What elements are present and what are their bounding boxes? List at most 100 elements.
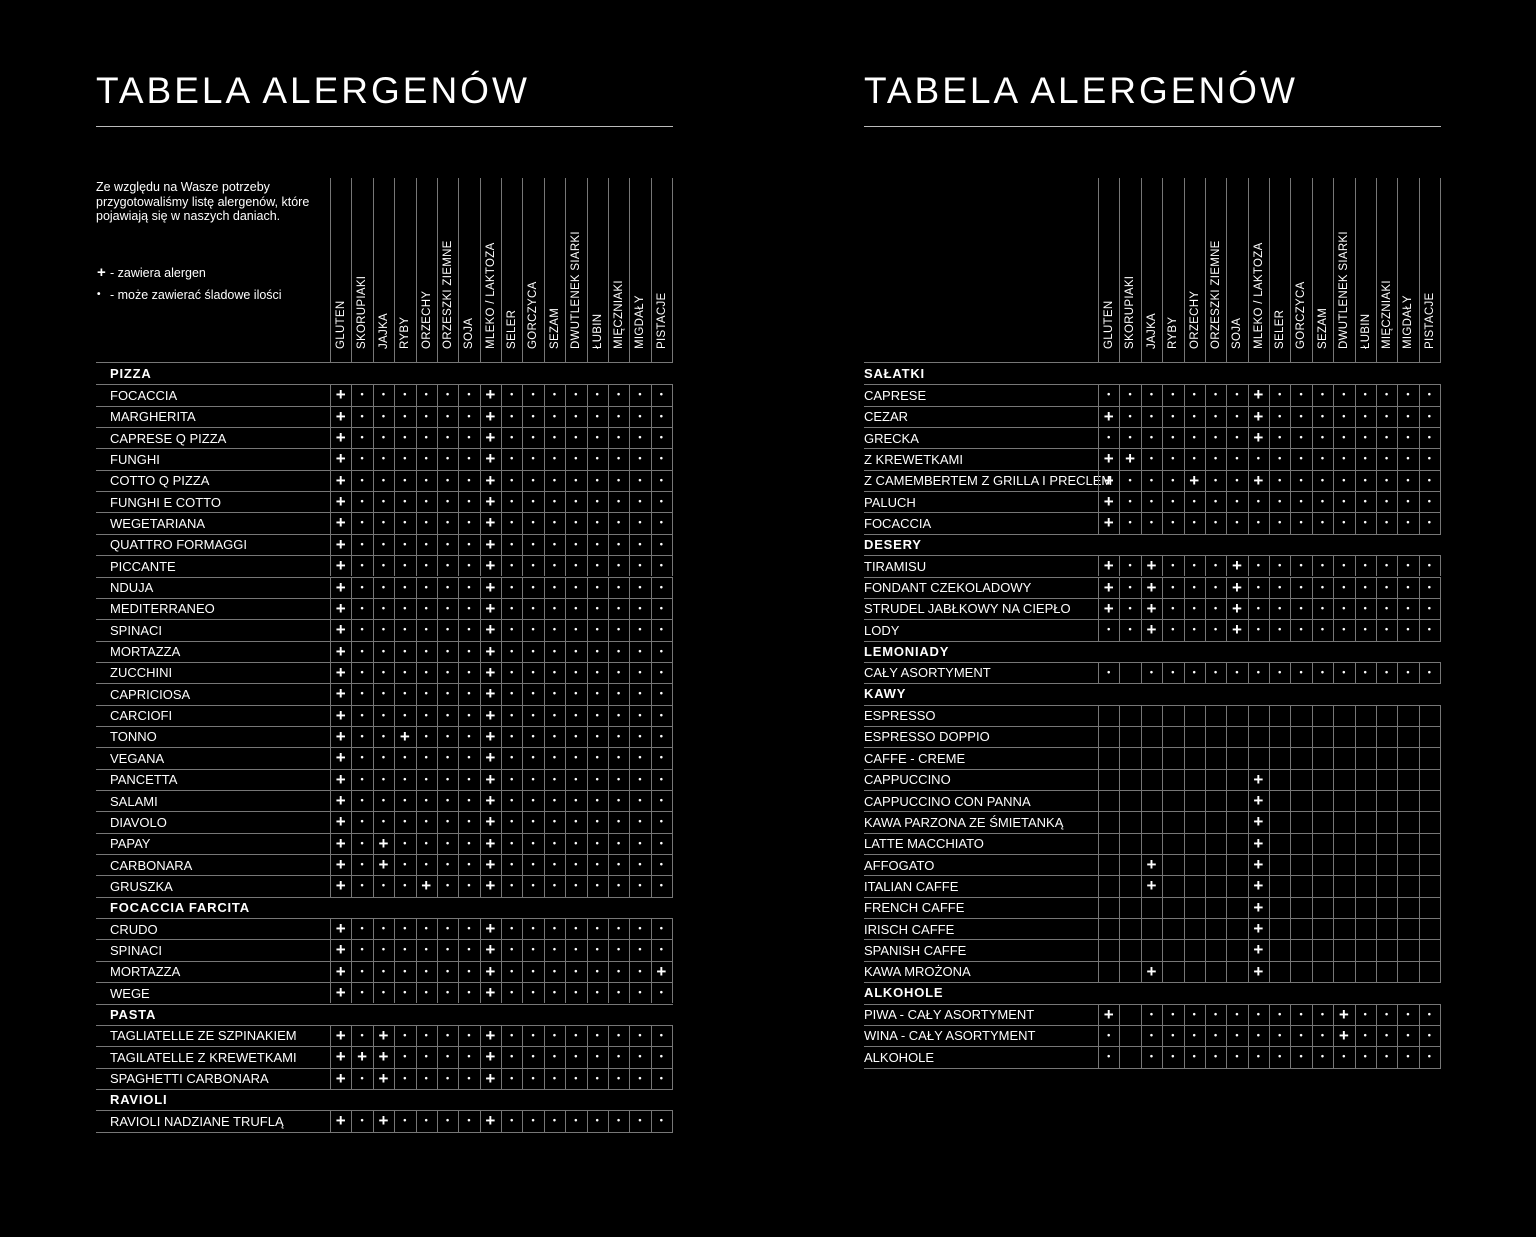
allergen-mark — [1397, 833, 1418, 854]
allergen-mark: • — [552, 389, 557, 400]
cell-divider — [1269, 1024, 1270, 1047]
allergen-mark — [1312, 811, 1333, 832]
row-rule — [864, 982, 1441, 984]
cell-divider — [330, 683, 331, 705]
cell-divider — [1418, 875, 1420, 897]
cell-divider — [1247, 896, 1249, 919]
allergen-mark: + — [335, 769, 346, 789]
cell-divider — [394, 555, 396, 577]
allergen-mark: • — [1171, 602, 1175, 613]
item-name: GRUSZKA — [110, 878, 173, 894]
allergen-mark — [1119, 897, 1140, 918]
cell-divider — [1226, 811, 1228, 833]
cell-divider — [415, 768, 417, 790]
cell-divider — [1269, 448, 1270, 470]
cell-divider — [543, 491, 545, 513]
cell-divider — [1354, 427, 1356, 449]
allergen-mark: • — [595, 602, 599, 613]
allergen-mark — [1269, 747, 1290, 768]
header-divider — [1119, 178, 1121, 362]
item-name: SPAGHETTI CARBONARA — [110, 1071, 269, 1087]
cell-divider — [479, 1110, 481, 1132]
cell-divider — [1140, 1003, 1142, 1025]
column-label: PISTACJE — [655, 292, 668, 349]
cell-divider — [1440, 491, 1441, 513]
allergen-mark: • — [424, 816, 428, 827]
cell-divider — [1354, 491, 1356, 513]
cell-divider — [1204, 704, 1206, 726]
row-rule — [864, 427, 1441, 429]
cell-divider — [1290, 661, 1292, 684]
legend-text: - może zawierać śladowe ilości — [110, 288, 282, 302]
cell-divider — [1311, 619, 1313, 641]
cell-divider — [436, 811, 438, 833]
cell-divider — [1119, 576, 1121, 598]
allergen-mark: • — [1171, 517, 1175, 528]
allergen-mark — [1419, 939, 1440, 960]
cell-divider — [1418, 619, 1420, 641]
cell-divider — [1397, 747, 1399, 769]
allergen-mark: + — [485, 940, 496, 960]
cell-divider — [650, 1110, 652, 1132]
allergen-mark: • — [638, 709, 642, 720]
cell-divider — [650, 918, 652, 940]
allergen-mark: • — [1235, 496, 1239, 507]
allergen-mark — [1333, 705, 1354, 726]
allergen-mark: • — [381, 410, 386, 421]
cell-divider — [1140, 597, 1142, 620]
cell-divider — [1119, 661, 1121, 684]
allergen-mark: • — [1406, 581, 1410, 592]
cell-divider — [1440, 1046, 1441, 1068]
item-name: PIWA - CAŁY ASORTYMENT — [864, 1007, 1035, 1022]
allergen-mark: • — [1256, 1029, 1260, 1040]
cell-divider — [1204, 384, 1206, 406]
allergen-mark: • — [424, 474, 428, 485]
allergen-mark: + — [335, 449, 346, 469]
cell-divider — [1269, 725, 1270, 748]
column-label: GORCZYCA — [1295, 281, 1308, 349]
allergen-mark: • — [510, 709, 514, 720]
allergen-mark — [1312, 705, 1333, 726]
cell-divider — [586, 555, 588, 577]
allergen-mark: • — [574, 496, 578, 507]
allergen-mark: • — [360, 645, 364, 656]
allergen-mark: • — [360, 688, 364, 699]
cell-divider — [351, 576, 353, 598]
allergen-mark: • — [403, 773, 407, 784]
cell-divider — [1290, 1046, 1292, 1068]
allergen-mark: • — [1171, 666, 1175, 677]
allergen-mark — [1312, 875, 1333, 896]
allergen-mark: • — [510, 880, 514, 891]
allergen-mark: • — [659, 688, 663, 699]
allergen-mark: • — [1235, 432, 1239, 443]
cell-divider — [565, 533, 567, 556]
allergen-mark: • — [1192, 602, 1196, 613]
item-name: TONNO — [110, 729, 157, 745]
cell-divider — [607, 768, 609, 790]
allergen-mark: • — [574, 538, 578, 549]
allergen-mark: + — [485, 556, 496, 576]
allergen-mark: • — [445, 1029, 450, 1040]
allergen-mark: • — [403, 944, 407, 955]
cell-divider — [436, 747, 438, 769]
cell-divider — [672, 790, 673, 812]
allergen-mark: • — [381, 517, 386, 528]
cell-divider — [1226, 960, 1228, 983]
cell-divider — [672, 939, 673, 961]
allergen-mark: • — [616, 474, 621, 485]
cell-divider — [479, 555, 481, 577]
cell-divider — [1333, 811, 1335, 833]
cell-divider — [1418, 1046, 1420, 1068]
cell-divider — [1226, 405, 1228, 428]
allergen-mark: • — [403, 581, 407, 592]
cell-divider — [458, 1110, 460, 1132]
cell-divider — [565, 939, 567, 961]
allergen-mark: • — [467, 538, 471, 549]
cell-divider — [1119, 832, 1121, 855]
allergen-mark — [1333, 875, 1354, 896]
cell-divider — [1440, 619, 1441, 641]
allergen-mark: • — [1192, 1008, 1196, 1019]
item-name: PAPAY — [110, 836, 151, 852]
cell-divider — [672, 747, 673, 769]
cell-divider — [394, 405, 396, 428]
